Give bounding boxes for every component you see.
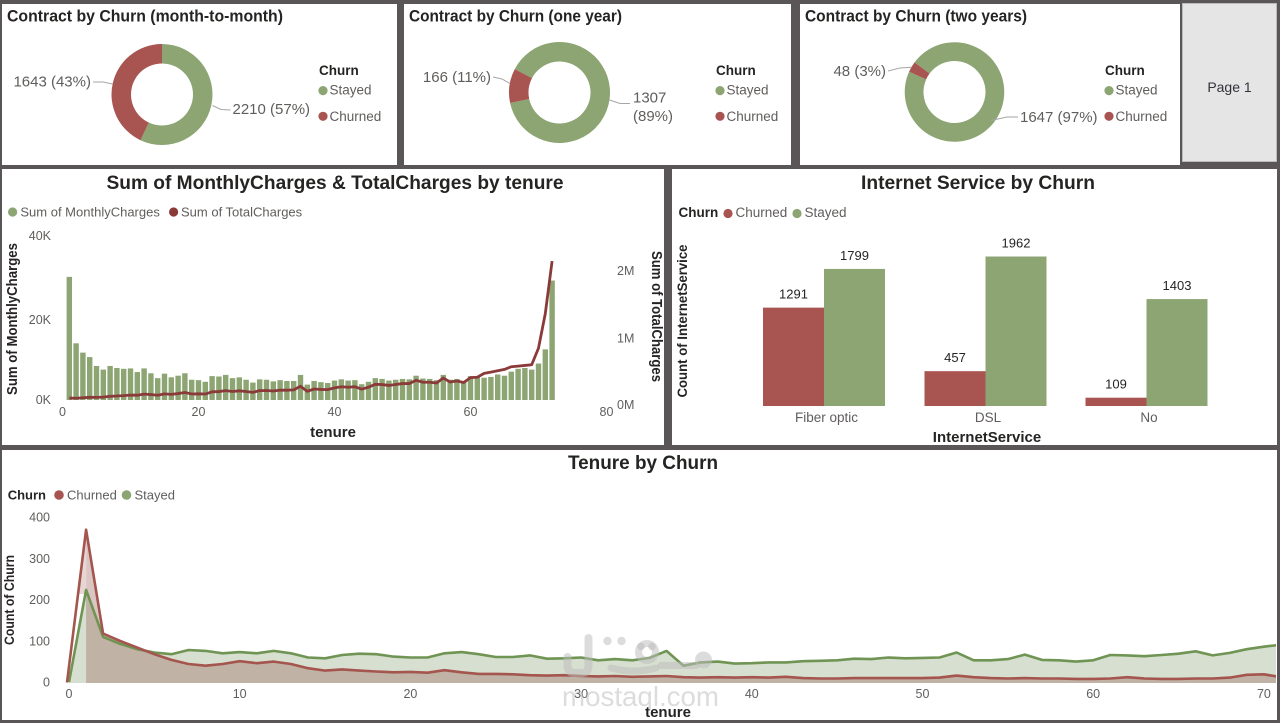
svg-text:Churn: Churn — [319, 63, 359, 78]
svg-text:20: 20 — [192, 405, 206, 419]
svg-text:20: 20 — [403, 687, 417, 701]
svg-text:Stayed: Stayed — [330, 83, 372, 98]
svg-text:Churned: Churned — [1116, 109, 1168, 124]
svg-text:1799: 1799 — [840, 248, 869, 263]
svg-text:Stayed: Stayed — [1116, 83, 1158, 98]
svg-text:Tenure by Churn: Tenure by Churn — [568, 452, 718, 474]
svg-text:Sum of TotalCharges: Sum of TotalCharges — [181, 205, 303, 220]
svg-text:0: 0 — [66, 687, 73, 701]
svg-text:Fiber optic: Fiber optic — [795, 410, 858, 425]
svg-text:InternetService: InternetService — [933, 429, 1041, 445]
svg-text:457: 457 — [944, 350, 966, 365]
svg-text:tenure: tenure — [645, 704, 691, 720]
svg-text:Sum of TotalCharges: Sum of TotalCharges — [648, 251, 664, 382]
svg-text:Churn: Churn — [716, 63, 756, 78]
svg-text:10: 10 — [233, 687, 247, 701]
svg-text:0K: 0K — [36, 393, 52, 407]
svg-text:40K: 40K — [29, 229, 52, 243]
svg-text:166 (11%): 166 (11%) — [423, 69, 491, 86]
svg-text:Churn: Churn — [679, 205, 719, 220]
svg-text:20K: 20K — [29, 313, 52, 327]
svg-text:0: 0 — [43, 676, 50, 690]
svg-text:Count of InternetService: Count of InternetService — [674, 244, 690, 397]
svg-text:Churned: Churned — [67, 488, 117, 503]
svg-text:80: 80 — [600, 405, 614, 419]
svg-text:400: 400 — [29, 511, 50, 525]
svg-text:0: 0 — [59, 405, 66, 419]
svg-text:Stayed: Stayed — [727, 83, 769, 98]
svg-text:48 (3%): 48 (3%) — [833, 63, 886, 80]
svg-text:(89%): (89%) — [633, 108, 673, 125]
svg-text:No: No — [1140, 410, 1157, 425]
svg-text:30: 30 — [574, 687, 588, 701]
svg-text:1962: 1962 — [1002, 236, 1031, 251]
svg-text:Churn: Churn — [1105, 63, 1145, 78]
svg-text:1647 (97%): 1647 (97%) — [1020, 109, 1098, 126]
svg-text:Contract by Churn (month-to-mo: Contract by Churn (month-to-month) — [7, 7, 283, 26]
svg-text:1M: 1M — [617, 332, 634, 346]
svg-text:1643 (43%): 1643 (43%) — [13, 74, 91, 91]
svg-text:Contract by Churn (two years): Contract by Churn (two years) — [805, 7, 1027, 26]
svg-text:Internet Service by Churn: Internet Service by Churn — [861, 172, 1095, 194]
svg-text:70: 70 — [1257, 687, 1271, 701]
svg-text:mostaql.com: mostaql.com — [562, 681, 719, 710]
svg-text:0M: 0M — [617, 398, 634, 412]
svg-text:Sum of MonthlyCharges: Sum of MonthlyCharges — [20, 205, 160, 220]
svg-text:Contract by Churn (one year): Contract by Churn (one year) — [409, 7, 622, 26]
svg-text:DSL: DSL — [975, 410, 1002, 425]
svg-text:Count of Churn: Count of Churn — [2, 555, 17, 645]
svg-text:Churn: Churn — [8, 488, 46, 503]
svg-text:300: 300 — [29, 552, 50, 566]
svg-text:Sum of MonthlyCharges & TotalC: Sum of MonthlyCharges & TotalCharges by … — [107, 172, 564, 194]
svg-text:2M: 2M — [617, 264, 634, 278]
svg-text:200: 200 — [29, 593, 50, 607]
svg-text:tenure: tenure — [310, 424, 356, 441]
svg-text:50: 50 — [916, 687, 930, 701]
svg-text:1291: 1291 — [779, 287, 808, 302]
svg-text:Churned: Churned — [736, 205, 788, 220]
svg-text:40: 40 — [745, 687, 759, 701]
svg-text:Churned: Churned — [330, 109, 382, 124]
svg-text:100: 100 — [29, 634, 50, 648]
svg-text:60: 60 — [464, 405, 478, 419]
svg-text:2210 (57%): 2210 (57%) — [233, 101, 311, 118]
svg-text:Churned: Churned — [727, 109, 779, 124]
svg-text:1403: 1403 — [1163, 278, 1192, 293]
svg-text:1307: 1307 — [633, 90, 666, 107]
svg-text:Stayed: Stayed — [135, 488, 175, 503]
svg-text:109: 109 — [1105, 377, 1127, 392]
svg-text:Sum of MonthlyCharges: Sum of MonthlyCharges — [4, 243, 21, 395]
svg-text:Stayed: Stayed — [805, 205, 847, 220]
svg-text:60: 60 — [1086, 687, 1100, 701]
svg-text:40: 40 — [328, 405, 342, 419]
